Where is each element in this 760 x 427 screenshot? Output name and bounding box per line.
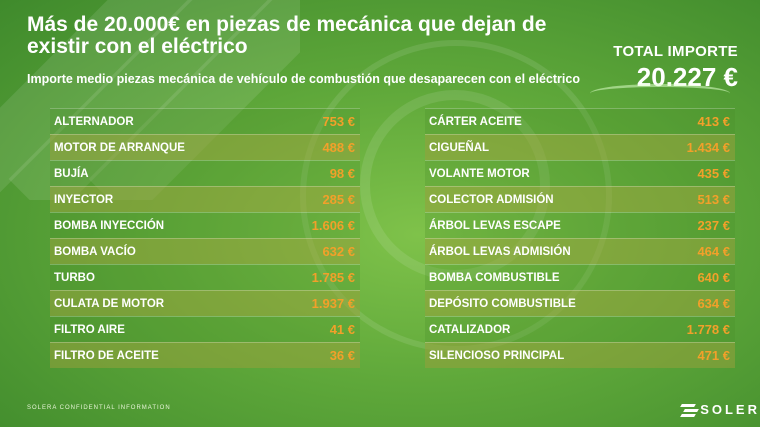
table-row: COLECTOR ADMISIÓN 513 € — [425, 186, 735, 212]
table-row: CATALIZADOR 1.778 € — [425, 316, 735, 342]
solera-logo: SOLER — [680, 402, 760, 417]
part-name: DEPÓSITO COMBUSTIBLE — [429, 297, 576, 310]
part-name: ÁRBOL LEVAS ESCAPE — [429, 219, 561, 232]
part-name: CIGUEÑAL — [429, 141, 490, 154]
part-value: 1.937 € — [311, 296, 355, 311]
part-value: 640 € — [697, 270, 730, 285]
table-row: FILTRO DE ACEITE 36 € — [50, 342, 360, 368]
table-row: FILTRO AIRE 41 € — [50, 316, 360, 342]
part-value: 41 € — [329, 322, 355, 337]
swoosh-decoration — [590, 84, 730, 103]
part-value: 98 € — [329, 166, 355, 181]
total-label: TOTAL IMPORTE — [613, 43, 738, 60]
part-value: 632 € — [322, 244, 355, 259]
part-value: 753 € — [322, 114, 355, 129]
table-row: CÁRTER ACEITE 413 € — [425, 108, 735, 134]
table-row: CULATA DE MOTOR 1.937 € — [50, 290, 360, 316]
part-value: 435 € — [697, 166, 730, 181]
part-name: BUJÍA — [54, 167, 89, 180]
part-name: BOMBA COMBUSTIBLE — [429, 271, 560, 284]
right-parts-table: CÁRTER ACEITE 413 € CIGUEÑAL 1.434 € VOLAN… — [425, 108, 735, 368]
part-value: 237 € — [697, 218, 730, 233]
logo-mark-icon — [680, 403, 700, 417]
part-name: FILTRO DE ACEITE — [54, 349, 159, 362]
part-value: 36 € — [329, 348, 355, 363]
part-value: 471 € — [697, 348, 730, 363]
part-value: 1.606 € — [311, 218, 355, 233]
table-row: BUJÍA 98 € — [50, 160, 360, 186]
table-row: CIGUEÑAL 1.434 € — [425, 134, 735, 160]
table-row: SILENCIOSO PRINCIPAL 471 € — [425, 342, 735, 368]
part-value: 413 € — [697, 114, 730, 129]
part-name: TURBO — [54, 271, 95, 284]
table-row: BOMBA VACÍO 632 € — [50, 238, 360, 264]
table-row: ALTERNADOR 753 € — [50, 108, 360, 134]
table-row: DEPÓSITO COMBUSTIBLE 634 € — [425, 290, 735, 316]
part-name: COLECTOR ADMISIÓN — [429, 193, 554, 206]
part-name: SILENCIOSO PRINCIPAL — [429, 349, 565, 362]
table-row: INYECTOR 285 € — [50, 186, 360, 212]
part-name: BOMBA INYECCIÓN — [54, 219, 165, 232]
part-value: 1.785 € — [311, 270, 355, 285]
table-row: MOTOR DE ARRANQUE 488 € — [50, 134, 360, 160]
part-value: 513 € — [697, 192, 730, 207]
confidential-note: SOLERA CONFIDENTIAL INFORMATION — [27, 405, 171, 411]
table-row: BOMBA COMBUSTIBLE 640 € — [425, 264, 735, 290]
table-row: TURBO 1.785 € — [50, 264, 360, 290]
part-value: 285 € — [322, 192, 355, 207]
part-name: MOTOR DE ARRANQUE — [54, 141, 185, 154]
table-row: ÁRBOL LEVAS ADMISIÓN 464 € — [425, 238, 735, 264]
table-row: VOLANTE MOTOR 435 € — [425, 160, 735, 186]
part-name: VOLANTE MOTOR — [429, 167, 530, 180]
page-subtitle: Importe medio piezas mecánica de vehícul… — [27, 72, 580, 86]
part-value: 634 € — [697, 296, 730, 311]
page-title: Más de 20.000€ en piezas de mecánica que… — [27, 13, 547, 58]
part-name: CÁRTER ACEITE — [429, 115, 522, 128]
part-name: CULATA DE MOTOR — [54, 297, 165, 310]
part-name: INYECTOR — [54, 193, 114, 206]
part-name: FILTRO AIRE — [54, 323, 125, 336]
table-row: ÁRBOL LEVAS ESCAPE 237 € — [425, 212, 735, 238]
part-value: 1.434 € — [686, 140, 730, 155]
part-value: 1.778 € — [686, 322, 730, 337]
part-value: 488 € — [322, 140, 355, 155]
part-name: BOMBA VACÍO — [54, 245, 136, 258]
logo-text: SOLER — [700, 402, 760, 417]
part-name: ALTERNADOR — [54, 115, 134, 128]
left-parts-table: ALTERNADOR 753 € MOTOR DE ARRANQUE 488 € B… — [50, 108, 360, 368]
part-name: CATALIZADOR — [429, 323, 511, 336]
part-name: ÁRBOL LEVAS ADMISIÓN — [429, 245, 571, 258]
part-value: 464 € — [697, 244, 730, 259]
table-row: BOMBA INYECCIÓN 1.606 € — [50, 212, 360, 238]
